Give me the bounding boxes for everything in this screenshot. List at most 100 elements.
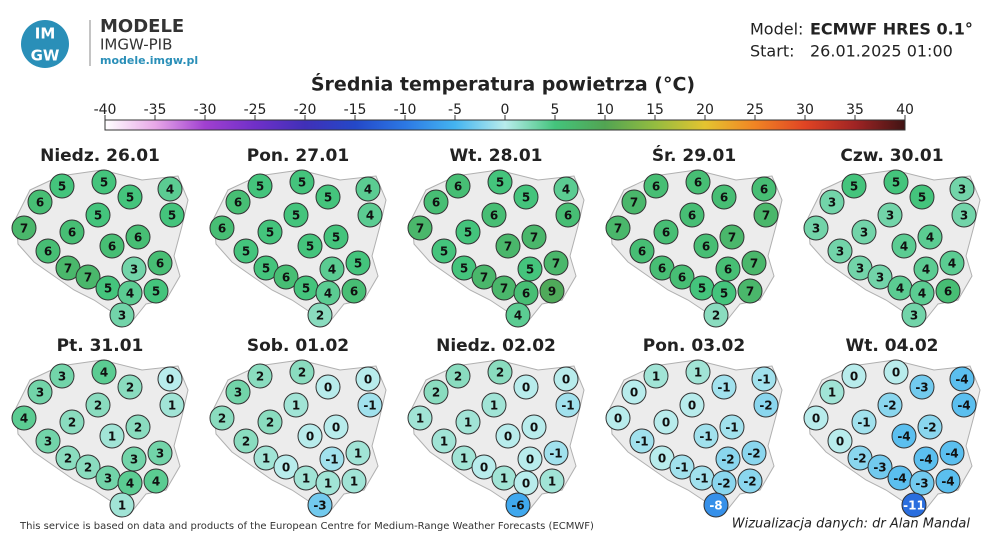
station-value: 0 xyxy=(614,412,622,426)
station-value: 5 xyxy=(526,263,534,277)
station-marker xyxy=(517,446,543,472)
station-value: 1 xyxy=(416,412,424,426)
station-value: 6 xyxy=(234,196,242,210)
start-label: Start: xyxy=(750,42,794,61)
station-marker xyxy=(737,278,763,304)
station-marker xyxy=(643,173,669,199)
station-value: 1 xyxy=(694,366,702,380)
station-marker xyxy=(345,440,371,466)
station-marker xyxy=(669,454,695,480)
station-value: 5 xyxy=(460,262,468,276)
colorbar-tick-label: 35 xyxy=(846,102,864,118)
station-value: 0 xyxy=(364,373,372,387)
station-marker xyxy=(909,374,935,400)
station-value: 5 xyxy=(152,285,160,299)
station-marker xyxy=(913,446,939,472)
station-value: -2 xyxy=(759,399,772,413)
station-marker xyxy=(297,423,323,449)
station-marker xyxy=(157,366,183,392)
station-value: -1 xyxy=(695,472,708,486)
station-value: 5 xyxy=(332,231,340,245)
station-value: 6 xyxy=(760,183,768,197)
station-marker xyxy=(117,374,143,400)
station-value: 6 xyxy=(108,240,116,254)
day-label: Sob. 01.02 xyxy=(247,336,349,356)
station-value: -8 xyxy=(709,499,722,513)
station-value: 3 xyxy=(104,472,112,486)
station-marker xyxy=(319,256,345,282)
station-marker xyxy=(679,202,705,228)
station-marker xyxy=(819,189,845,215)
station-marker xyxy=(117,280,143,306)
station-marker xyxy=(247,173,273,199)
station-marker xyxy=(423,189,449,215)
station-value: 0 xyxy=(850,370,858,384)
station-value: 5 xyxy=(262,262,270,276)
station-value: 0 xyxy=(562,373,570,387)
station-value: -3 xyxy=(873,461,886,475)
station-value: 7 xyxy=(504,240,512,254)
colorbar-tick-label: -30 xyxy=(194,102,217,118)
station-value: 5 xyxy=(168,209,176,223)
station-value: 1 xyxy=(464,416,472,430)
station-value: 1 xyxy=(262,452,270,466)
station-value: 6 xyxy=(720,191,728,205)
station-marker xyxy=(99,233,125,259)
station-value: 0 xyxy=(504,430,512,444)
station-value: 6 xyxy=(218,222,226,236)
station-marker xyxy=(621,379,647,405)
station-value: 2 xyxy=(256,370,264,384)
station-marker xyxy=(741,250,767,276)
station-marker xyxy=(487,169,513,195)
station-marker xyxy=(471,454,497,480)
station-marker xyxy=(891,233,917,259)
station-value: 4 xyxy=(926,231,934,245)
station-marker xyxy=(679,392,705,418)
station-value: 7 xyxy=(630,196,638,210)
station-marker xyxy=(505,492,531,518)
station-marker xyxy=(841,173,867,199)
station-value: 1 xyxy=(548,475,556,489)
station-value: -2 xyxy=(743,475,756,489)
map-panel: Wt. 04.020 01 -3-4-4-20 -1 -2-40-2 -4-4-3-4 -3… xyxy=(803,336,981,518)
day-label: Pt. 31.01 xyxy=(57,336,144,356)
station-value: 6 xyxy=(724,263,732,277)
station-value: -1 xyxy=(675,461,688,475)
station-marker xyxy=(715,256,741,282)
station-marker xyxy=(233,428,259,454)
station-value: 0 xyxy=(324,381,332,395)
station-marker xyxy=(505,302,531,328)
station-value: -6 xyxy=(511,499,524,513)
station-marker xyxy=(803,405,829,431)
station-value: 2 xyxy=(126,381,134,395)
station-value: 7 xyxy=(480,271,488,285)
station-value: 2 xyxy=(316,309,324,323)
station-marker xyxy=(121,446,147,472)
station-value: 4 xyxy=(922,263,930,277)
colorbar-tick-label: 15 xyxy=(646,102,664,118)
station-value: 2 xyxy=(712,309,720,323)
station-value: 4 xyxy=(948,257,956,271)
station-value: -2 xyxy=(721,453,734,467)
station-marker xyxy=(481,202,507,228)
station-value: -4 xyxy=(941,475,954,489)
colorbar xyxy=(104,119,906,131)
station-marker xyxy=(315,374,341,400)
station-marker xyxy=(85,392,111,418)
station-value: 7 xyxy=(614,222,622,236)
station-marker xyxy=(883,359,909,385)
day-label: Niedz. 26.01 xyxy=(40,146,160,166)
station-value: -4 xyxy=(897,430,910,444)
station-value: 6 xyxy=(36,196,44,210)
model-label: Model: xyxy=(750,20,803,39)
station-marker xyxy=(643,363,669,389)
station-value: 5 xyxy=(242,245,250,259)
station-value: 3 xyxy=(910,309,918,323)
station-value: 6 xyxy=(134,231,142,245)
station-value: 2 xyxy=(68,416,76,430)
url: modele.imgw.pl xyxy=(100,54,198,67)
brand: MODELE xyxy=(100,16,184,37)
